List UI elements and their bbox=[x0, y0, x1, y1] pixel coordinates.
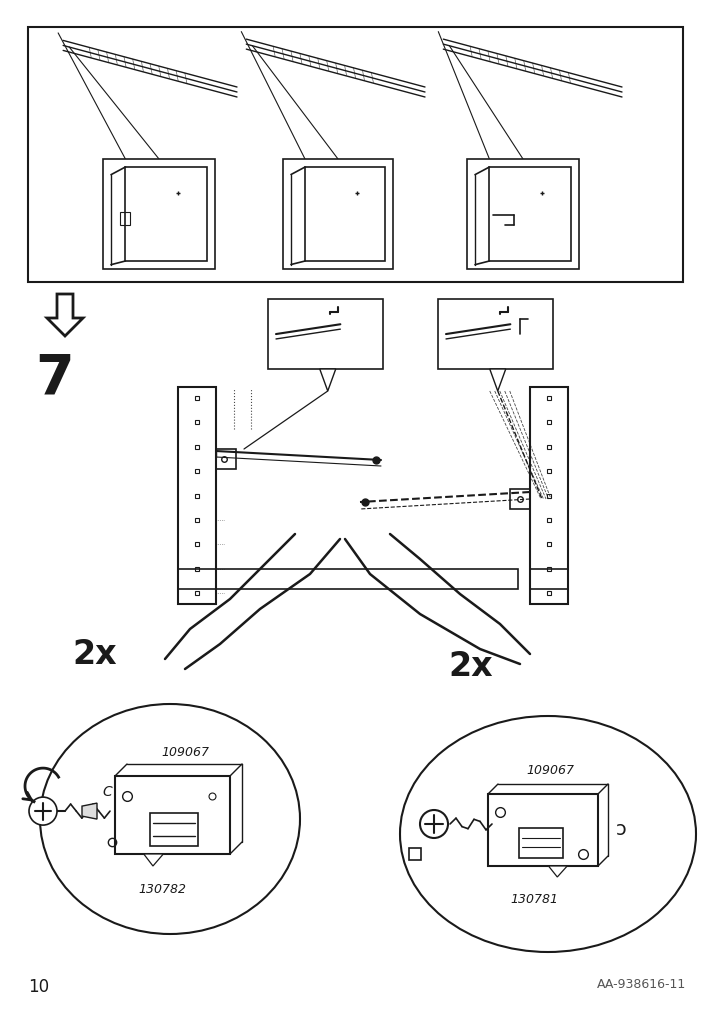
Polygon shape bbox=[319, 262, 338, 268]
Circle shape bbox=[123, 207, 148, 232]
Text: 109067: 109067 bbox=[526, 763, 575, 776]
Polygon shape bbox=[320, 370, 336, 391]
Circle shape bbox=[29, 798, 57, 825]
Circle shape bbox=[128, 212, 143, 226]
Bar bbox=[216, 450, 236, 469]
Text: C: C bbox=[102, 784, 112, 798]
Bar bbox=[467, 160, 579, 270]
Bar bbox=[283, 160, 393, 270]
Text: ɔ: ɔ bbox=[616, 820, 627, 839]
Text: AA-938616-11: AA-938616-11 bbox=[597, 977, 686, 990]
Bar bbox=[305, 168, 385, 262]
Text: 130781: 130781 bbox=[510, 892, 558, 905]
Polygon shape bbox=[82, 804, 97, 819]
Polygon shape bbox=[47, 295, 83, 337]
Bar bbox=[268, 299, 383, 370]
Polygon shape bbox=[504, 262, 523, 268]
Text: 109067: 109067 bbox=[161, 745, 209, 758]
Bar bbox=[115, 776, 230, 854]
Bar bbox=[488, 795, 598, 866]
Text: 130782: 130782 bbox=[138, 883, 186, 895]
Bar bbox=[28, 28, 683, 283]
Text: 2x: 2x bbox=[448, 649, 493, 682]
Bar bbox=[120, 213, 130, 225]
Polygon shape bbox=[548, 866, 567, 878]
Polygon shape bbox=[144, 854, 164, 866]
Bar bbox=[519, 828, 563, 858]
Bar bbox=[178, 569, 518, 589]
Polygon shape bbox=[490, 370, 506, 391]
Bar bbox=[510, 489, 530, 510]
Bar bbox=[530, 569, 568, 589]
Circle shape bbox=[307, 212, 322, 226]
Polygon shape bbox=[140, 262, 159, 268]
Bar bbox=[126, 168, 207, 262]
Bar bbox=[489, 168, 571, 262]
Circle shape bbox=[420, 810, 448, 838]
Bar bbox=[178, 387, 216, 605]
Bar bbox=[149, 814, 198, 846]
Text: 7: 7 bbox=[35, 351, 74, 404]
Text: 2x: 2x bbox=[72, 637, 116, 670]
Bar bbox=[103, 160, 215, 270]
Bar bbox=[438, 299, 553, 370]
Circle shape bbox=[302, 207, 327, 232]
Bar bbox=[530, 387, 568, 605]
Text: 10: 10 bbox=[28, 977, 49, 995]
